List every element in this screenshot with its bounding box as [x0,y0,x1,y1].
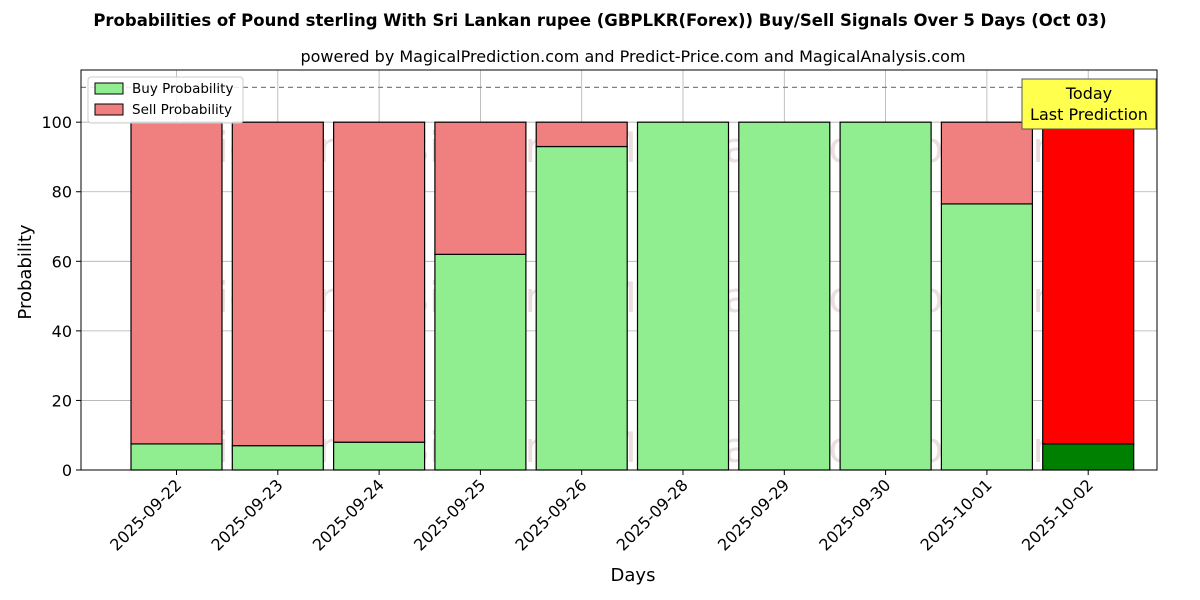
bar-sell-2025-09-23 [231,121,324,447]
x-tick-label: 2025-09-29 [714,475,793,554]
y-tick-label: 60 [52,252,72,271]
bar-buy-2025-10-01 [940,203,1034,471]
chart-title: Probabilities of Pound sterling With Sri… [93,11,1106,30]
annotation-text: Today [1065,84,1112,103]
chart-subtitle: powered by MagicalPrediction.com and Pre… [300,47,965,66]
annotation-text: Last Prediction [1030,105,1148,124]
x-tick-label: 2025-09-30 [815,475,894,554]
bar-sell-2025-09-26 [535,121,628,148]
bar-buy-2025-09-26 [535,145,628,471]
today-annotation: Today Last Prediction [1021,78,1157,130]
bar-buy-2025-09-22 [130,443,223,471]
bar-buy-2025-09-24 [333,441,426,471]
bars [130,121,1135,471]
bar-sell-2025-09-22 [130,121,223,445]
y-tick-label: 80 [52,183,72,202]
bar-buy-2025-09-25 [434,253,527,471]
bar-buy-2025-09-28 [636,121,730,471]
x-axis-label: Days [611,565,656,586]
legend-box [87,76,244,124]
y-tick-label: 100 [41,113,72,132]
y-tick-label: 40 [52,322,72,341]
bar-buy-2025-09-23 [231,445,324,471]
bar-buy-2025-10-02 [1042,443,1135,471]
bar-sell-2025-09-24 [333,121,426,443]
bar-sell-2025-10-01 [940,121,1034,205]
bar-sell-2025-10-02 [1042,121,1135,445]
y-tick-label: 0 [62,461,72,480]
bar-sell-2025-09-25 [434,121,527,255]
legend-swatch [94,82,124,95]
legend-label: Sell Probability [132,102,232,118]
annotation-box [1021,78,1157,130]
x-tick-label: 2025-09-28 [613,475,692,554]
x-axis: 2025-09-22 2025-09-23 2025-09-24 2025-09-25… [106,470,1097,555]
bar-buy-2025-09-29 [738,121,831,471]
x-tick-label: 2025-10-02 [1018,475,1097,554]
legend: Buy Probability Sell Probability [87,76,244,124]
plot-area-frame [80,69,1158,471]
x-tick-label: 2025-10-01 [917,475,996,554]
y-axis: 0 20 40 60 80 100 [41,113,81,480]
legend-swatch [94,103,124,116]
x-tick-label: 2025-09-23 [207,475,286,554]
x-tick-label: 2025-09-24 [309,475,388,554]
x-tick-label: 2025-09-22 [106,475,185,554]
x-tick-label: 2025-09-26 [511,475,590,554]
bar-buy-2025-09-30 [839,121,932,471]
x-tick-label: 2025-09-25 [410,475,489,554]
y-axis-label: Probability [15,224,36,319]
legend-label: Buy Probability [132,81,233,97]
y-tick-label: 20 [52,391,72,410]
